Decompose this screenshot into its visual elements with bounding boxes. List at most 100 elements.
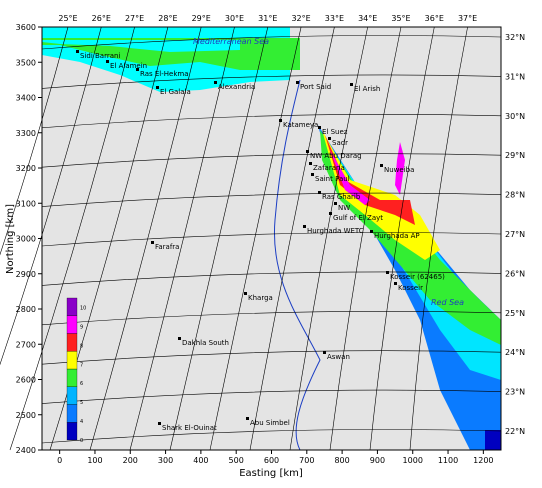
station-marker xyxy=(329,212,332,215)
longitude-label: 26°E xyxy=(92,14,111,23)
latitude-label: 31°N xyxy=(505,72,525,81)
latitude-label: 24°N xyxy=(505,348,525,357)
longitude-label: 27°E xyxy=(125,14,144,23)
station-marker xyxy=(334,202,337,205)
meridian xyxy=(9,26,135,451)
place-label: Nuweiba xyxy=(384,166,414,174)
meridian xyxy=(369,26,435,451)
place-label: Sidi Barrani xyxy=(80,52,120,60)
colorbar-label: 4 xyxy=(80,419,83,425)
sea-region xyxy=(395,142,405,195)
station-marker xyxy=(178,337,181,340)
place-label: NW xyxy=(338,204,350,212)
longitude-label: 29°E xyxy=(192,14,211,23)
y-tick-label: 3500 xyxy=(16,58,36,67)
y-tick-label: 2700 xyxy=(16,340,36,349)
longitude-label: 30°E xyxy=(225,14,244,23)
station-marker xyxy=(394,282,397,285)
place-label: Port Said xyxy=(300,83,331,91)
y-tick-label: 3300 xyxy=(16,129,36,138)
place-label: Kharga xyxy=(248,294,273,302)
longitude-label: 35°E xyxy=(391,14,410,23)
place-label: Abu Simbel xyxy=(250,419,290,427)
colorbar-segment xyxy=(66,404,78,423)
longitude-label: 32°E xyxy=(291,14,310,23)
station-marker xyxy=(279,119,282,122)
y-tick-label: 2900 xyxy=(16,270,36,279)
river xyxy=(273,79,321,450)
place-label: Gulf of El Zayt xyxy=(333,214,383,222)
sea-region xyxy=(42,40,240,52)
x-tick-label: 1200 xyxy=(473,456,493,465)
meridian xyxy=(129,26,235,451)
colorbar-label: 5 xyxy=(80,400,83,406)
latitude-label: 23°N xyxy=(505,388,525,397)
sea-region xyxy=(330,150,370,205)
station-marker xyxy=(106,60,109,63)
longitude-label: 25°E xyxy=(58,14,77,23)
sea-region xyxy=(485,430,501,450)
station-marker xyxy=(328,137,331,140)
x-tick-label: 200 xyxy=(123,456,138,465)
x-axis-label: Easting [km] xyxy=(239,468,303,479)
sea-region xyxy=(322,130,440,260)
y-tick-label: 3200 xyxy=(16,164,36,173)
parallel xyxy=(41,389,502,404)
place-label: Katameya xyxy=(283,121,318,129)
y-tick-label: 3000 xyxy=(16,235,36,244)
longitude-label: 33°E xyxy=(325,14,344,23)
meridian xyxy=(289,26,368,451)
meridian xyxy=(249,26,335,451)
place-label: Sadr xyxy=(332,139,348,147)
station-marker xyxy=(380,164,383,167)
place-label: Alexandria xyxy=(218,83,255,91)
colorbar-segment xyxy=(66,315,78,334)
y-tick-label: 2500 xyxy=(16,411,36,420)
colorbar-label: 10 xyxy=(80,305,86,311)
colorbar-segment xyxy=(66,333,78,352)
y-tick-label: 2600 xyxy=(16,376,36,385)
colorbar-segment xyxy=(66,368,78,387)
sea-label: Mediterranean Sea xyxy=(193,37,269,46)
place-label: Dakhla South xyxy=(182,339,229,347)
station-marker xyxy=(151,241,154,244)
colorbar-segment xyxy=(66,351,78,370)
parallel xyxy=(41,311,502,326)
parallel xyxy=(41,350,502,365)
parallel xyxy=(41,153,502,168)
station-marker xyxy=(158,422,161,425)
station-marker xyxy=(318,126,321,129)
station-marker xyxy=(296,81,299,84)
longitude-label: 34°E xyxy=(358,14,377,23)
colorbar-label: 6 xyxy=(80,381,83,387)
place-label: Hurghada WETC xyxy=(307,227,364,235)
longitude-label: 28°E xyxy=(158,14,177,23)
x-tick-label: 600 xyxy=(264,456,279,465)
latitude-label: 25°N xyxy=(505,309,525,318)
place-label: Saint Paul xyxy=(315,175,350,183)
parallel xyxy=(41,114,502,129)
station-marker xyxy=(214,81,217,84)
parallel xyxy=(41,271,502,286)
place-label: NW Abu Darag xyxy=(310,152,362,160)
station-marker xyxy=(309,162,312,165)
y-axis-label: Northing [km] xyxy=(5,204,16,274)
place-label: El Galala xyxy=(160,88,191,96)
x-tick-label: 100 xyxy=(87,456,102,465)
place-label: Shark El-Ouinat xyxy=(162,424,217,432)
x-tick-label: 500 xyxy=(229,456,244,465)
place-label: Kosseir (62465) xyxy=(390,273,445,281)
place-label: Hurghada AP xyxy=(374,232,420,240)
colorbar-segment xyxy=(66,386,78,405)
latitude-label: 32°N xyxy=(505,33,525,42)
place-label: Farafra xyxy=(155,243,179,251)
station-marker xyxy=(350,83,353,86)
place-label: El Alamein xyxy=(110,62,147,70)
x-tick-label: 0 xyxy=(57,456,62,465)
y-tick-label: 2800 xyxy=(16,305,36,314)
sea-region xyxy=(325,135,415,225)
station-marker xyxy=(303,225,306,228)
x-tick-label: 400 xyxy=(193,456,208,465)
y-tick-label: 3100 xyxy=(16,199,36,208)
